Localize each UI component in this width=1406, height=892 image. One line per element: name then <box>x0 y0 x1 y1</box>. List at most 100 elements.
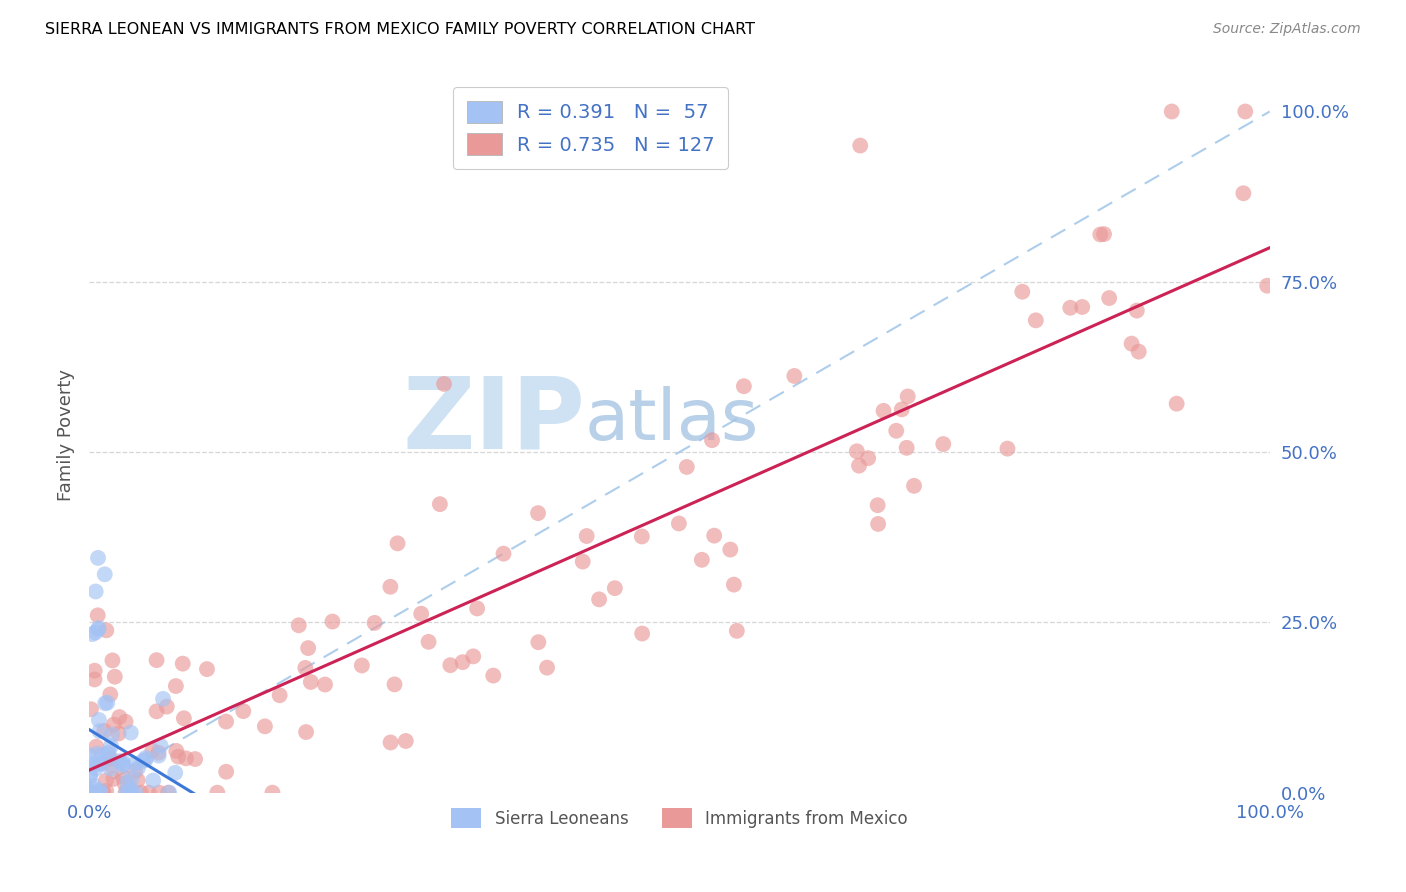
Immigrants from Mexico <box>465 601 488 615</box>
Immigrants from Mexico <box>575 529 598 543</box>
Immigrants from Mexico <box>295 725 318 739</box>
Immigrants from Mexico <box>96 624 118 638</box>
Sierra Leoneans <box>152 691 174 706</box>
Immigrants from Mexico <box>314 677 336 691</box>
Sierra Leoneans <box>89 786 111 800</box>
Immigrants from Mexico <box>108 710 131 724</box>
Immigrants from Mexico <box>269 688 291 702</box>
Immigrants from Mexico <box>148 786 170 800</box>
Immigrants from Mexico <box>83 673 105 687</box>
Immigrants from Mexico <box>138 786 160 800</box>
Text: SIERRA LEONEAN VS IMMIGRANTS FROM MEXICO FAMILY POVERTY CORRELATION CHART: SIERRA LEONEAN VS IMMIGRANTS FROM MEXICO… <box>45 22 755 37</box>
Immigrants from Mexico <box>571 555 593 569</box>
Immigrants from Mexico <box>321 615 343 629</box>
Immigrants from Mexico <box>114 714 136 729</box>
Immigrants from Mexico <box>103 717 125 731</box>
Immigrants from Mexico <box>997 442 1019 456</box>
Sierra Leoneans <box>111 755 134 769</box>
Sierra Leoneans <box>90 756 112 771</box>
Immigrants from Mexico <box>98 687 121 701</box>
Immigrants from Mexico <box>723 577 745 591</box>
Immigrants from Mexico <box>849 138 872 153</box>
Immigrants from Mexico <box>387 536 409 550</box>
Immigrants from Mexico <box>294 661 316 675</box>
Immigrants from Mexico <box>232 704 254 718</box>
Immigrants from Mexico <box>80 786 103 800</box>
Immigrants from Mexico <box>80 786 103 800</box>
Sierra Leoneans <box>86 757 108 772</box>
Immigrants from Mexico <box>167 749 190 764</box>
Immigrants from Mexico <box>1232 186 1254 201</box>
Sierra Leoneans <box>157 786 180 800</box>
Immigrants from Mexico <box>690 553 713 567</box>
Immigrants from Mexico <box>527 635 550 649</box>
Sierra Leoneans <box>82 781 104 796</box>
Immigrants from Mexico <box>1092 227 1115 241</box>
Immigrants from Mexico <box>297 641 319 656</box>
Sierra Leoneans <box>89 783 111 797</box>
Sierra Leoneans <box>82 627 104 641</box>
Sierra Leoneans <box>112 757 135 772</box>
Immigrants from Mexico <box>380 735 402 749</box>
Immigrants from Mexico <box>1059 301 1081 315</box>
Immigrants from Mexico <box>363 615 385 630</box>
Immigrants from Mexico <box>536 660 558 674</box>
Text: Source: ZipAtlas.com: Source: ZipAtlas.com <box>1213 22 1361 37</box>
Immigrants from Mexico <box>675 459 697 474</box>
Immigrants from Mexico <box>890 402 912 417</box>
Immigrants from Mexico <box>262 786 284 800</box>
Immigrants from Mexico <box>145 704 167 718</box>
Immigrants from Mexico <box>156 699 179 714</box>
Immigrants from Mexico <box>718 542 741 557</box>
Immigrants from Mexico <box>1025 313 1047 327</box>
Immigrants from Mexico <box>165 744 187 758</box>
Immigrants from Mexico <box>845 444 868 458</box>
Text: ZIP: ZIP <box>402 372 585 469</box>
Immigrants from Mexico <box>703 528 725 542</box>
Immigrants from Mexico <box>173 711 195 725</box>
Sierra Leoneans <box>79 768 101 782</box>
Immigrants from Mexico <box>482 668 505 682</box>
Immigrants from Mexico <box>145 653 167 667</box>
Immigrants from Mexico <box>903 479 925 493</box>
Sierra Leoneans <box>91 748 114 763</box>
Sierra Leoneans <box>87 550 110 565</box>
Immigrants from Mexico <box>631 529 654 543</box>
Immigrants from Mexico <box>91 786 114 800</box>
Immigrants from Mexico <box>184 752 207 766</box>
Sierra Leoneans <box>115 786 138 800</box>
Immigrants from Mexico <box>89 786 111 800</box>
Sierra Leoneans <box>97 746 120 760</box>
Sierra Leoneans <box>93 567 115 582</box>
Immigrants from Mexico <box>848 458 870 473</box>
Immigrants from Mexico <box>1071 300 1094 314</box>
Immigrants from Mexico <box>215 714 238 729</box>
Immigrants from Mexico <box>93 723 115 738</box>
Immigrants from Mexico <box>733 379 755 393</box>
Immigrants from Mexico <box>86 608 108 623</box>
Immigrants from Mexico <box>1090 227 1112 242</box>
Immigrants from Mexico <box>96 784 118 798</box>
Immigrants from Mexico <box>89 786 111 800</box>
Y-axis label: Family Poverty: Family Poverty <box>58 369 75 501</box>
Sierra Leoneans <box>79 748 101 763</box>
Sierra Leoneans <box>124 786 146 800</box>
Immigrants from Mexico <box>411 607 433 621</box>
Immigrants from Mexico <box>207 786 229 800</box>
Immigrants from Mexico <box>1234 104 1257 119</box>
Sierra Leoneans <box>142 773 165 788</box>
Sierra Leoneans <box>112 758 135 772</box>
Immigrants from Mexico <box>107 726 129 740</box>
Immigrants from Mexico <box>866 498 889 512</box>
Sierra Leoneans <box>101 728 124 742</box>
Immigrants from Mexico <box>1126 303 1149 318</box>
Immigrants from Mexico <box>114 777 136 791</box>
Immigrants from Mexico <box>287 618 309 632</box>
Immigrants from Mexico <box>103 772 125 786</box>
Sierra Leoneans <box>82 786 104 800</box>
Immigrants from Mexico <box>299 675 322 690</box>
Sierra Leoneans <box>165 765 187 780</box>
Sierra Leoneans <box>149 739 172 753</box>
Immigrants from Mexico <box>932 437 955 451</box>
Immigrants from Mexico <box>83 664 105 678</box>
